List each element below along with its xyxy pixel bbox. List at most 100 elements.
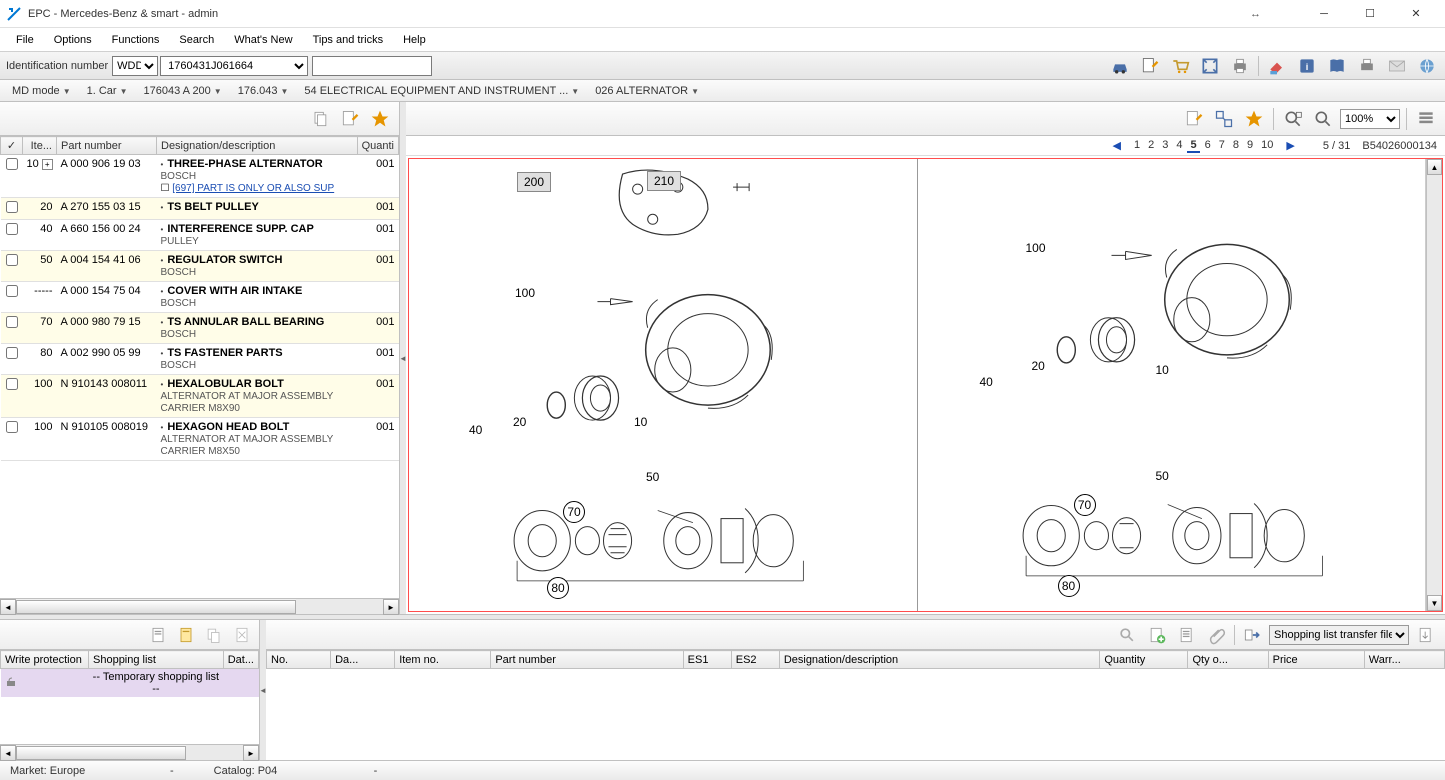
callout-200[interactable]: 200	[517, 172, 551, 192]
print-icon[interactable]	[1228, 54, 1252, 78]
page-next-button[interactable]: ▶	[1282, 139, 1298, 152]
col-desig[interactable]: Designation/description	[157, 137, 358, 155]
row-checkbox[interactable]	[6, 285, 18, 297]
callout-70[interactable]: 70	[563, 501, 585, 523]
cart-col[interactable]: Warr...	[1364, 651, 1444, 669]
cart-col[interactable]: No.	[267, 651, 331, 669]
edit-icon[interactable]	[337, 106, 363, 132]
close-button[interactable]: ✕	[1393, 0, 1439, 28]
zoom-select[interactable]: 100%	[1340, 109, 1400, 129]
note-edit-icon[interactable]	[1138, 54, 1162, 78]
page-number[interactable]: 3	[1159, 139, 1171, 153]
table-row[interactable]: -----A 000 154 75 04•COVER WITH AIR INTA…	[1, 282, 399, 313]
callout-10[interactable]: 10	[634, 415, 647, 429]
row-checkbox[interactable]	[6, 421, 18, 433]
shop-scroll-left[interactable]: ◄	[0, 745, 16, 761]
cart-col[interactable]: Designation/description	[779, 651, 1100, 669]
copy-small-icon[interactable]	[201, 622, 227, 648]
globe-icon[interactable]	[1415, 54, 1439, 78]
row-checkbox[interactable]	[6, 254, 18, 266]
cart-col[interactable]: ES1	[683, 651, 731, 669]
table-row[interactable]: 100N 910143 008011•HEXALOBULAR BOLTALTER…	[1, 375, 399, 418]
menu-search[interactable]: Search	[169, 31, 224, 49]
col-date[interactable]: Dat...	[223, 651, 258, 669]
eraser-icon[interactable]	[1265, 54, 1289, 78]
star-icon[interactable]	[367, 106, 393, 132]
shopping-list-row[interactable]: -- Temporary shopping list --	[1, 669, 259, 698]
callout-40[interactable]: 40	[980, 375, 993, 389]
callout-20[interactable]: 20	[1032, 359, 1045, 373]
callout-80[interactable]: 80	[547, 577, 569, 599]
scroll-up-button[interactable]: ▲	[1427, 159, 1442, 175]
bc-variant[interactable]: 176.043▼	[232, 84, 295, 98]
table-row[interactable]: 20A 270 155 03 15•TS BELT PULLEY001	[1, 198, 399, 220]
id-prefix-select[interactable]: WDD	[112, 56, 158, 76]
annotate-icon[interactable]	[1181, 106, 1207, 132]
scroll-left-button[interactable]: ◄	[0, 599, 16, 615]
row-checkbox[interactable]	[6, 316, 18, 328]
menu-help[interactable]: Help	[393, 31, 436, 49]
callout-80[interactable]: 80	[1058, 575, 1080, 597]
callout-20[interactable]: 20	[513, 415, 526, 429]
printer2-icon[interactable]	[1355, 54, 1379, 78]
doc-icon[interactable]	[145, 622, 171, 648]
menu-whatsnew[interactable]: What's New	[224, 31, 302, 49]
maximize-button[interactable]: ☐	[1347, 0, 1393, 28]
minimize-button[interactable]: ─	[1301, 0, 1347, 28]
callout-50[interactable]: 50	[646, 470, 659, 484]
col-part[interactable]: Part number	[57, 137, 157, 155]
callout-10[interactable]: 10	[1156, 363, 1169, 377]
fullscreen-icon[interactable]	[1198, 54, 1222, 78]
callout-100[interactable]: 100	[515, 286, 535, 300]
add-item-icon[interactable]	[1144, 622, 1170, 648]
bc-mode[interactable]: MD mode▼	[6, 84, 77, 98]
table-row[interactable]: 70A 000 980 79 15•TS ANNULAR BALL BEARIN…	[1, 313, 399, 344]
page-number[interactable]: 1	[1131, 139, 1143, 153]
mail-icon[interactable]	[1385, 54, 1409, 78]
cart-col[interactable]: ES2	[731, 651, 779, 669]
zoom-icon[interactable]	[1310, 106, 1336, 132]
bc-subgroup[interactable]: 026 ALTERNATOR▼	[589, 84, 705, 98]
page-number[interactable]: 5	[1187, 139, 1199, 153]
menu-options[interactable]: Options	[44, 31, 102, 49]
col-shopping-list[interactable]: Shopping list	[89, 651, 224, 669]
bc-model[interactable]: 176043 A 200▼	[138, 84, 228, 98]
list2-icon[interactable]	[1174, 622, 1200, 648]
menu-file[interactable]: File	[6, 31, 44, 49]
filter-input[interactable]	[312, 56, 432, 76]
cart-col[interactable]: Da...	[331, 651, 395, 669]
cart-col[interactable]: Part number	[491, 651, 683, 669]
callout-100[interactable]: 100	[1026, 241, 1046, 255]
shop-hscroll[interactable]: ◄ ►	[0, 744, 259, 760]
row-checkbox[interactable]	[6, 201, 18, 213]
row-checkbox[interactable]	[6, 347, 18, 359]
menu-tips[interactable]: Tips and tricks	[303, 31, 394, 49]
parts-hscroll[interactable]: ◄ ►	[0, 598, 399, 614]
diagram-left[interactable]: 200210100102040507080	[409, 159, 918, 611]
shop-scroll-right[interactable]: ►	[243, 745, 259, 761]
cart-col[interactable]: Quantity	[1100, 651, 1188, 669]
col-qty[interactable]: Quanti	[357, 137, 398, 155]
page-number[interactable]: 6	[1202, 139, 1214, 153]
col-item[interactable]: Ite...	[23, 137, 57, 155]
vehicle-icon[interactable]	[1108, 54, 1132, 78]
page-number[interactable]: 7	[1216, 139, 1228, 153]
zoom-region-icon[interactable]	[1280, 106, 1306, 132]
callout-50[interactable]: 50	[1156, 469, 1169, 483]
copy-icon[interactable]	[307, 106, 333, 132]
book-icon[interactable]	[1325, 54, 1349, 78]
export-icon[interactable]	[1413, 622, 1439, 648]
table-row[interactable]: 50A 004 154 41 06•REGULATOR SWITCHBOSCH0…	[1, 251, 399, 282]
table-row[interactable]: 100N 910105 008019•HEXAGON HEAD BOLTALTE…	[1, 418, 399, 461]
page-number[interactable]: 8	[1230, 139, 1242, 153]
info-icon[interactable]: i	[1295, 54, 1319, 78]
delete-small-icon[interactable]	[229, 622, 255, 648]
expand-icon[interactable]	[1211, 106, 1237, 132]
search-part-icon[interactable]	[1114, 622, 1140, 648]
vin-input[interactable]: 1760431J061664	[160, 56, 308, 76]
row-checkbox[interactable]	[6, 223, 18, 235]
page-number[interactable]: 2	[1145, 139, 1157, 153]
table-row[interactable]: 40A 660 156 00 24•INTERFERENCE SUPP. CAP…	[1, 220, 399, 251]
list-view-icon[interactable]	[1413, 106, 1439, 132]
row-checkbox[interactable]	[6, 378, 18, 390]
